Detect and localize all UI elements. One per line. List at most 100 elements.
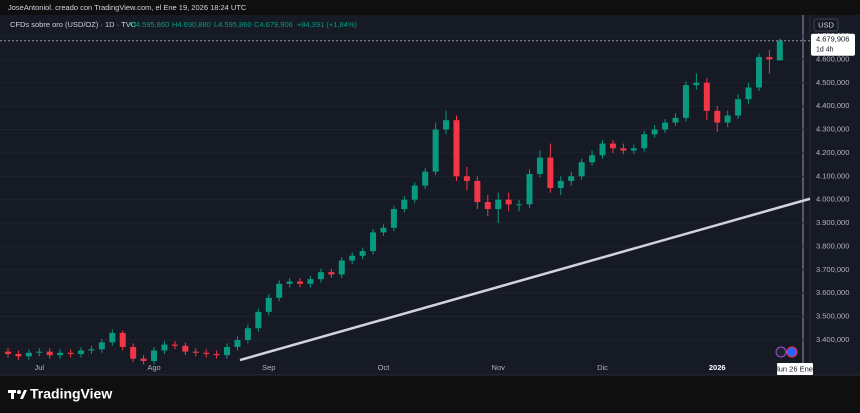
event-icon[interactable] [786, 346, 798, 358]
logo-part [20, 390, 27, 399]
candle-body [745, 87, 752, 100]
y-tick-label: 4.600,000 [816, 54, 849, 63]
candle-body [140, 358, 147, 361]
candle-body [776, 40, 783, 61]
y-tick-label: 4.100,000 [816, 171, 849, 180]
candle-body [411, 185, 418, 200]
candle-body [359, 251, 366, 256]
candle-body [88, 349, 95, 351]
candle-body [755, 57, 762, 88]
candle-body [109, 332, 116, 343]
candle-body [276, 283, 283, 298]
x-tick-label: Oct [378, 363, 391, 372]
candle-body [693, 82, 700, 86]
candle-body [328, 272, 335, 275]
y-tick-label: 3.500,000 [816, 312, 849, 321]
candle-body [557, 180, 564, 188]
y-tick-label: 4.500,000 [816, 78, 849, 87]
credit: JoseAntoniol. creado con TradingView.com… [8, 3, 247, 12]
y-tick-label: 4.300,000 [816, 125, 849, 134]
candle-body [547, 157, 554, 188]
y-tick-label: 3.600,000 [816, 288, 849, 297]
logo [8, 390, 27, 399]
candle-body [453, 120, 460, 177]
ohlc-change: +84,391 (+1,84%) [297, 20, 358, 29]
trend-line [239, 197, 811, 362]
candle-body [78, 350, 85, 354]
event-icon[interactable] [775, 346, 787, 358]
candle-body [349, 255, 356, 261]
currency-box[interactable] [813, 18, 839, 32]
candle-body [443, 120, 450, 130]
x-tick-label: Ago [147, 363, 160, 372]
candle-body [57, 352, 64, 356]
candle-body [25, 352, 32, 357]
candle-body [735, 99, 742, 116]
candle-body [380, 227, 387, 233]
candle-body [609, 143, 616, 149]
candle-body [244, 328, 251, 340]
last-price: 4.679,906 [816, 35, 849, 44]
currency[interactable]: USD [818, 20, 834, 29]
last-price-box [811, 33, 855, 56]
y-tick-label: 4.200,000 [816, 148, 849, 157]
candle-body [463, 176, 470, 181]
candle-body [714, 110, 721, 123]
candle-body [203, 352, 210, 354]
y-tick-label: 3.400,000 [816, 335, 849, 344]
candle-body [516, 204, 523, 206]
candle-body [265, 297, 272, 312]
symbol: CFDs sobre oro (USD/OZ) · 1D · TVC [10, 20, 137, 29]
x-tick-label: 2026 [709, 363, 726, 372]
candle-body [724, 115, 731, 123]
candle-body [297, 281, 304, 284]
x-tick-label: Sep [262, 363, 275, 372]
candle-body [568, 176, 575, 181]
candle-body [703, 82, 710, 111]
candle-body [401, 199, 408, 210]
cursor-date: lun 26 Ene [777, 364, 813, 373]
candle-body [192, 351, 199, 353]
candle-body [36, 351, 43, 353]
logo-part [11, 390, 14, 399]
candle-body [682, 85, 689, 118]
candle-body [390, 209, 397, 228]
ohlc-low: L4.595,860 [214, 20, 252, 29]
candle-body [505, 199, 512, 205]
candle-body [599, 143, 606, 156]
candle-body [651, 129, 658, 135]
candle-body [370, 232, 377, 252]
candle-body [161, 344, 168, 351]
candle-body [766, 57, 773, 60]
y-tick-label: 3.900,000 [816, 218, 849, 227]
candle-body [526, 173, 533, 205]
candle-body [317, 272, 324, 280]
cursor-date-box [777, 363, 813, 375]
x-tick-label: Nov [492, 363, 506, 372]
candle-body [474, 180, 481, 203]
candle-body [182, 345, 189, 352]
ohlc-high: H4.690,880 [172, 20, 211, 29]
plot-area [0, 15, 810, 375]
candle-body [130, 346, 137, 359]
ohlc-close: C4.679,906 [254, 20, 293, 29]
candle-body [495, 199, 502, 210]
candle-body [672, 117, 679, 123]
candle-body [422, 171, 429, 186]
candle-body [338, 260, 345, 275]
candle-body [630, 148, 637, 151]
x-tick-label: Dic [597, 363, 608, 372]
brand: TradingView [30, 386, 112, 402]
ohlc-open: O4.595,860 [130, 20, 169, 29]
candle-body [213, 353, 220, 356]
candle-body [67, 352, 74, 354]
price-axis [810, 15, 860, 375]
candle-body [286, 281, 293, 284]
y-tick-label: 4.000,000 [816, 195, 849, 204]
candle-body [255, 311, 262, 329]
y-tick-label: 3.700,000 [816, 265, 849, 274]
candle-body [15, 353, 22, 357]
candle-body [641, 134, 648, 149]
